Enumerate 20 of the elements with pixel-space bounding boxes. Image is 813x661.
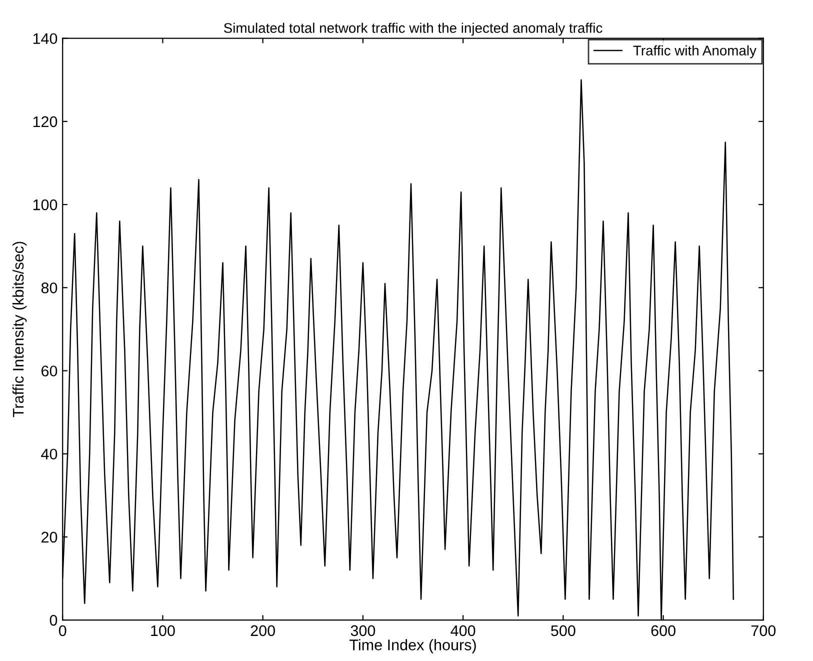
y-tick-label: 140	[33, 33, 58, 44]
y-tick-label: 20	[42, 532, 58, 543]
x-tick-label: 0	[58, 625, 66, 636]
y-tick-label: 100	[33, 199, 58, 210]
x-tick-label: 200	[250, 625, 275, 636]
y-axis-title: Traffic Intensity (kbits/sec)	[12, 242, 27, 418]
x-tick-label: 600	[651, 625, 676, 636]
x-tick-label: 100	[151, 625, 175, 636]
y-tick-label: 40	[41, 448, 58, 460]
legend-label: Traffic with Anomaly	[633, 45, 756, 58]
x-axis-title: Time Index (hours)	[350, 639, 476, 654]
y-tick-label: 80	[41, 282, 58, 294]
y-tick-label: 0	[50, 614, 58, 626]
x-tick-label: 300	[350, 625, 376, 636]
y-tick-label: 60	[42, 366, 58, 376]
chart-title: Simulated total network traffic with the injected anomaly traffic	[224, 22, 602, 36]
x-tick-label: 500	[551, 625, 576, 636]
y-tick-label: 120	[33, 116, 58, 128]
x-tick-label: 700	[751, 625, 776, 636]
x-tick-label: 400	[450, 625, 476, 636]
